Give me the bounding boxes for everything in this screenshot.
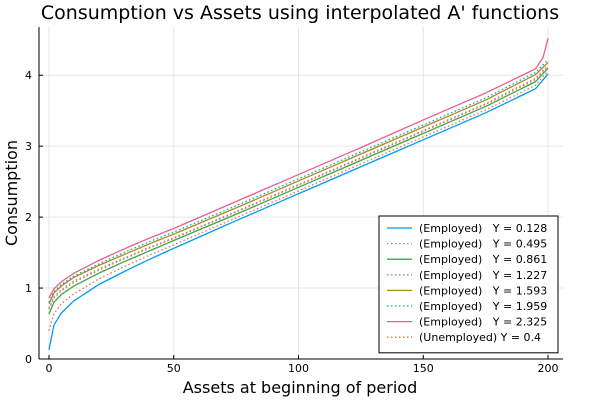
y-tick-label: 0 <box>25 353 32 366</box>
legend-label-5: (Employed) Y = 1.593 <box>419 284 547 297</box>
x-tick-label: 50 <box>167 362 181 375</box>
legend-label-3: (Employed) Y = 0.861 <box>419 253 547 266</box>
series-line-7 <box>48 38 549 299</box>
legend-label-6: (Employed) Y = 1.959 <box>419 300 547 313</box>
y-tick-label: 2 <box>25 211 32 224</box>
legend-label-8: (Unemployed) Y = 0.4 <box>419 331 541 344</box>
x-tick-label: 150 <box>413 362 434 375</box>
legend: (Employed) Y = 0.128 (Employed) Y = 0.495… <box>378 215 559 354</box>
legend-label-7: (Employed) Y = 2.325 <box>419 316 547 329</box>
series-line-5 <box>48 62 549 304</box>
legend-label-4: (Employed) Y = 1.227 <box>419 269 547 282</box>
series-layer <box>48 38 549 350</box>
y-tick-label: 1 <box>25 282 32 295</box>
x-tick-label: 200 <box>538 362 559 375</box>
x-axis-label: Assets at beginning of period <box>183 378 418 397</box>
ticks: 0 50 100 150 200 0 1 2 3 4 <box>25 69 559 375</box>
chart-title: Consumption vs Assets using interpolated… <box>41 2 559 24</box>
series-line-1 <box>48 73 549 350</box>
x-tick-label: 0 <box>45 362 52 375</box>
series-line-3 <box>48 67 549 315</box>
legend-box <box>378 215 559 354</box>
legend-label-1: (Employed) Y = 0.128 <box>419 222 547 235</box>
y-tick-label: 4 <box>25 69 32 82</box>
axes <box>38 27 563 360</box>
series-line-2 <box>48 70 549 331</box>
y-axis-label: Consumption <box>2 140 21 246</box>
y-tick-label: 3 <box>25 140 32 153</box>
x-tick-label: 100 <box>288 362 309 375</box>
legend-label-2: (Employed) Y = 0.495 <box>419 238 547 251</box>
